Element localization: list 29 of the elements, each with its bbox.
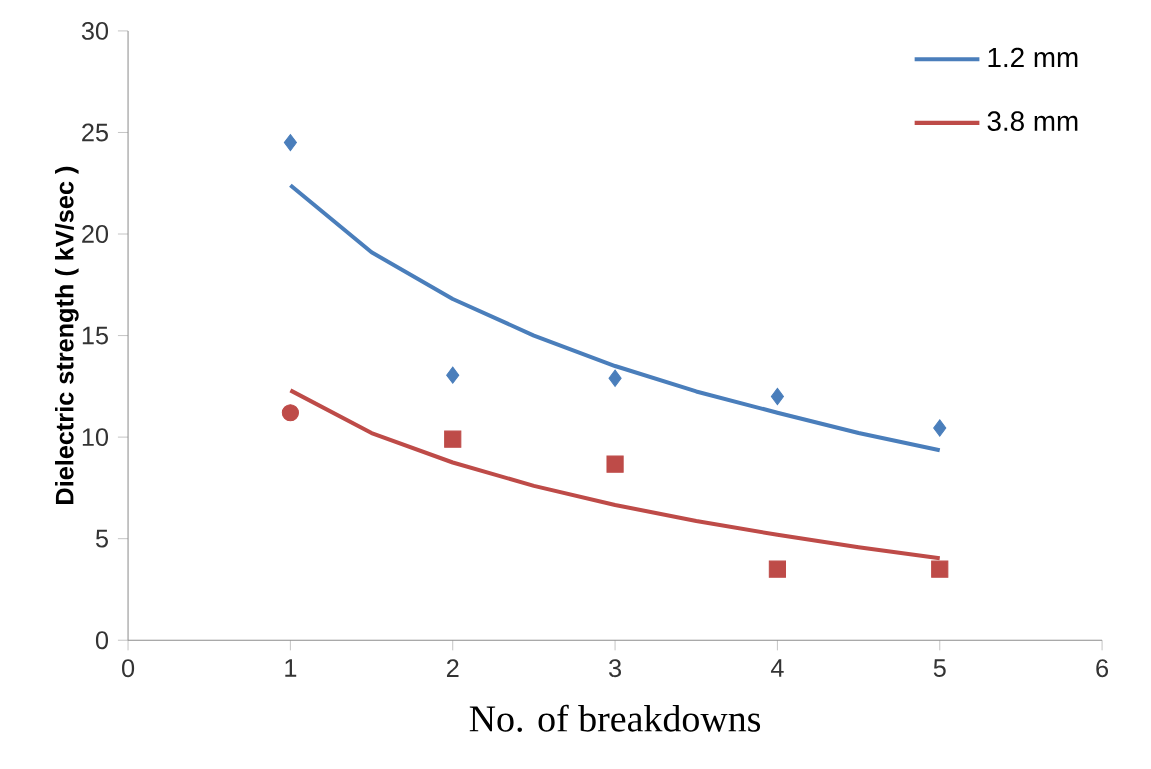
point bbox=[281, 404, 299, 422]
y-tick-label: 0 bbox=[95, 631, 109, 650]
y-tick-label: 20 bbox=[82, 225, 109, 243]
point bbox=[768, 560, 787, 578]
point bbox=[446, 366, 460, 384]
point bbox=[933, 419, 947, 437]
legend-label: 1.2 mm bbox=[988, 47, 1078, 68]
line-series bbox=[288, 183, 942, 453]
point bbox=[283, 134, 297, 152]
point bbox=[608, 369, 622, 387]
y-axis-title: Dielectric strength ( kV/sec ) bbox=[55, 166, 79, 504]
y-tick-label: 30 bbox=[81, 21, 109, 40]
x-tick-label: 0 bbox=[122, 659, 135, 678]
y-tick-label: 25 bbox=[82, 123, 108, 142]
point bbox=[606, 455, 624, 473]
x-tick-label: 4 bbox=[770, 659, 784, 677]
x-axis-title: No. of breakdowns bbox=[469, 704, 761, 732]
point bbox=[770, 387, 784, 406]
legend-label: 3.8 mm bbox=[987, 111, 1078, 131]
point bbox=[931, 560, 949, 578]
x-tick-label: 3 bbox=[608, 659, 622, 678]
x-tick-label: 2 bbox=[446, 659, 459, 677]
y-tick-label: 15 bbox=[82, 326, 108, 345]
x-tick-label: 6 bbox=[1096, 659, 1109, 678]
x-tick-label: 5 bbox=[933, 659, 946, 677]
point bbox=[444, 430, 462, 448]
x-tick-label: 1 bbox=[285, 659, 297, 677]
y-tick-label: 10 bbox=[82, 428, 109, 447]
y-tick-label: 5 bbox=[95, 529, 108, 548]
